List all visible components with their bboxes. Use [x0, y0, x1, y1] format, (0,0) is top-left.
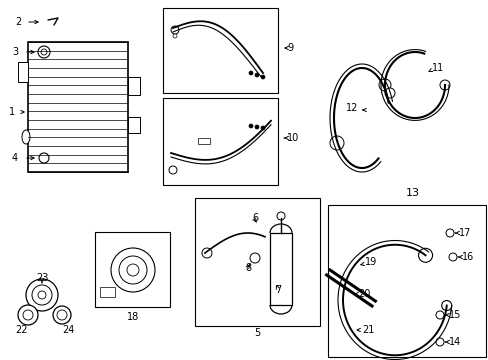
Circle shape — [39, 153, 49, 163]
Circle shape — [202, 248, 212, 258]
Circle shape — [435, 338, 443, 346]
Circle shape — [249, 253, 260, 263]
Text: 14: 14 — [448, 337, 460, 347]
Circle shape — [57, 310, 67, 320]
Text: 11: 11 — [431, 63, 443, 73]
Circle shape — [26, 279, 58, 311]
Bar — [327, 205, 485, 357]
Circle shape — [254, 125, 259, 129]
Text: 7: 7 — [274, 285, 281, 295]
Text: 12: 12 — [345, 103, 357, 113]
Text: 15: 15 — [448, 310, 461, 320]
Circle shape — [439, 80, 449, 90]
Bar — [269, 233, 291, 305]
Ellipse shape — [22, 130, 30, 144]
Text: 16: 16 — [461, 252, 473, 262]
Circle shape — [119, 256, 147, 284]
Bar — [128, 117, 140, 133]
Text: 23: 23 — [36, 273, 48, 283]
Circle shape — [127, 264, 139, 276]
Bar — [163, 98, 278, 185]
Text: 8: 8 — [244, 263, 250, 273]
Text: 5: 5 — [253, 328, 260, 338]
Circle shape — [329, 136, 343, 150]
Text: 18: 18 — [126, 312, 139, 322]
Circle shape — [32, 285, 52, 305]
Text: 6: 6 — [251, 213, 258, 223]
Bar — [18, 62, 28, 82]
Circle shape — [248, 124, 252, 128]
Circle shape — [254, 73, 259, 77]
Circle shape — [38, 46, 50, 58]
Circle shape — [418, 248, 432, 262]
Bar — [100, 287, 115, 297]
Circle shape — [384, 88, 394, 98]
Text: 20: 20 — [357, 289, 369, 299]
Circle shape — [23, 310, 33, 320]
Text: 22: 22 — [16, 325, 28, 335]
Circle shape — [276, 212, 285, 220]
Bar — [198, 138, 209, 144]
Circle shape — [38, 291, 46, 299]
Circle shape — [435, 311, 443, 319]
Circle shape — [53, 306, 71, 324]
Text: 21: 21 — [361, 325, 374, 335]
Circle shape — [448, 253, 456, 261]
Circle shape — [173, 34, 177, 38]
Bar — [195, 198, 319, 326]
Bar — [128, 77, 140, 95]
Text: 17: 17 — [458, 228, 470, 238]
Text: 4: 4 — [12, 153, 18, 163]
Bar — [163, 8, 278, 93]
Text: 19: 19 — [364, 257, 376, 267]
Circle shape — [340, 325, 350, 335]
Text: 2: 2 — [15, 17, 21, 27]
Text: 1: 1 — [9, 107, 15, 117]
Circle shape — [171, 26, 179, 34]
Circle shape — [169, 166, 177, 174]
Circle shape — [261, 126, 264, 130]
Circle shape — [248, 71, 252, 75]
Text: 9: 9 — [286, 43, 292, 53]
Text: 10: 10 — [286, 133, 299, 143]
Text: 13: 13 — [405, 188, 419, 198]
Circle shape — [111, 248, 155, 292]
Text: 24: 24 — [61, 325, 74, 335]
Circle shape — [441, 301, 451, 311]
Text: 3: 3 — [12, 47, 18, 57]
Circle shape — [41, 49, 47, 55]
Circle shape — [336, 321, 354, 339]
Bar — [95, 232, 170, 307]
Circle shape — [378, 79, 390, 91]
Circle shape — [445, 229, 453, 237]
Bar — [28, 42, 128, 172]
Circle shape — [261, 75, 264, 79]
Circle shape — [18, 305, 38, 325]
